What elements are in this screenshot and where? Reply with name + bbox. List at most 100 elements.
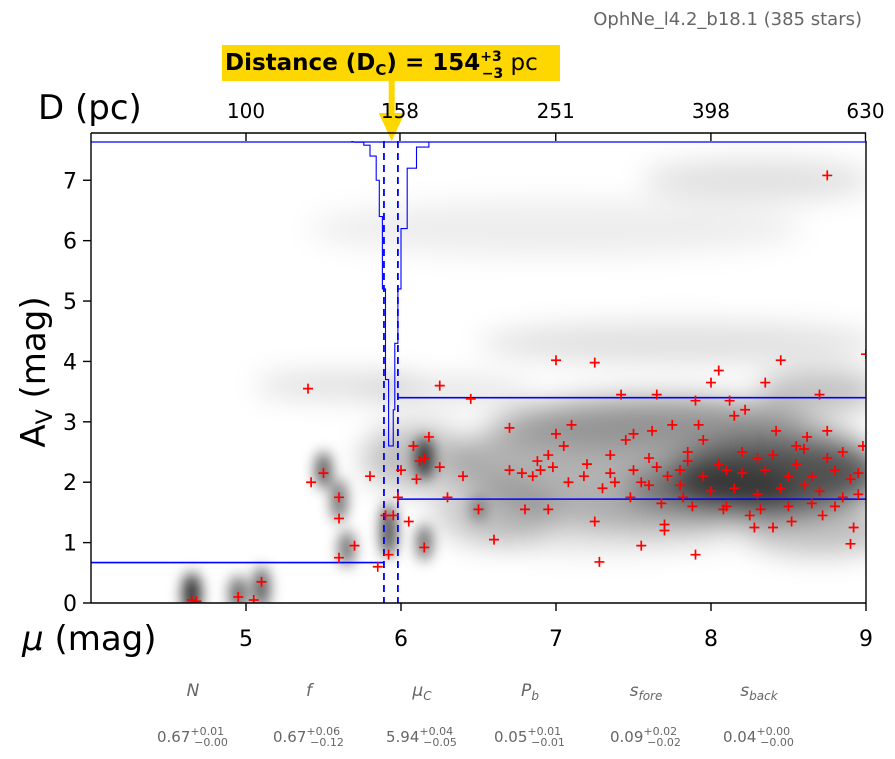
star-point xyxy=(799,444,809,454)
param-name: sback xyxy=(740,681,778,703)
star-point xyxy=(687,501,698,512)
star-point xyxy=(752,489,763,500)
star-point xyxy=(718,504,729,515)
star-point xyxy=(558,440,569,451)
star-points xyxy=(186,170,866,603)
star-point xyxy=(845,538,856,549)
star-point xyxy=(830,501,840,512)
param-symbol-sub: fore xyxy=(638,689,662,703)
y-axis-label-sub: V xyxy=(33,409,58,424)
star-point xyxy=(597,483,608,494)
star-point xyxy=(651,389,662,400)
star-point xyxy=(768,450,778,461)
star-point xyxy=(814,389,825,400)
star-point xyxy=(690,395,701,406)
param-value: 0.67+0.06 −0.12 xyxy=(273,725,344,749)
star-point xyxy=(837,492,848,503)
param-err-plus: +0.01 xyxy=(190,725,224,738)
y-axis: 0 1 2 3 4 5 6 7 xyxy=(63,169,91,617)
star-point xyxy=(535,465,546,476)
param-name: N xyxy=(187,681,200,701)
star-point xyxy=(698,471,709,482)
y-axis-label-unit: (mag) xyxy=(14,296,54,409)
param-name: sfore xyxy=(630,681,663,703)
y-tick-label: 7 xyxy=(63,169,77,194)
star-point xyxy=(822,170,833,181)
star-point xyxy=(656,498,667,509)
star-point xyxy=(609,477,620,488)
star-point xyxy=(582,459,592,470)
star-point xyxy=(594,556,605,567)
star-point xyxy=(636,477,647,488)
star-point xyxy=(729,410,740,421)
star-point xyxy=(473,504,484,515)
star-point xyxy=(388,510,399,521)
star-point xyxy=(729,483,740,494)
star-point xyxy=(752,453,763,464)
top-tick-label: 398 xyxy=(692,99,730,123)
param-err-minus: −0.00 xyxy=(760,736,794,749)
param-name: f xyxy=(306,681,315,701)
param-value: 0.05+0.01 −0.01 xyxy=(494,725,565,749)
arrow-shaft xyxy=(388,81,395,114)
star-point xyxy=(737,468,747,479)
y-tick-label: 4 xyxy=(63,350,77,375)
star-point xyxy=(383,549,394,560)
param-value-main: 0.09 xyxy=(610,728,643,746)
star-point xyxy=(334,492,344,503)
star-point xyxy=(616,389,627,400)
star-point xyxy=(675,465,685,476)
density-cluster xyxy=(182,572,202,603)
param-err-minus: −0.12 xyxy=(310,736,344,749)
density-cloud xyxy=(362,379,533,404)
star-point xyxy=(551,355,561,366)
y-axis-label: AV (mag) xyxy=(14,296,58,447)
star-point xyxy=(678,492,689,503)
star-point xyxy=(853,489,864,500)
x-axis-label: μ (mag) xyxy=(21,619,157,659)
star-point xyxy=(334,513,344,524)
x-tick-label: 6 xyxy=(394,627,408,652)
star-point xyxy=(625,492,636,503)
star-point xyxy=(647,425,658,436)
header-title: OphNe_l4.2_b18.1 (385 stars) xyxy=(593,9,862,30)
star-point xyxy=(186,594,197,603)
star-point xyxy=(465,393,476,404)
param-symbol: s xyxy=(630,681,639,701)
star-point xyxy=(434,462,445,473)
star-point xyxy=(802,431,813,442)
star-point xyxy=(760,465,771,476)
star-point xyxy=(744,510,755,521)
density-background xyxy=(182,159,866,603)
star-point xyxy=(532,456,543,467)
star-point xyxy=(334,552,344,563)
param-err-minus: −0.05 xyxy=(423,736,457,749)
param-symbol: N xyxy=(187,681,200,701)
star-point xyxy=(799,480,809,491)
top-tick-label: 158 xyxy=(381,99,419,123)
x-tick-label: 8 xyxy=(704,627,718,652)
star-point xyxy=(589,357,600,368)
star-point xyxy=(845,474,856,485)
arrow-head xyxy=(378,113,405,141)
star-point xyxy=(551,428,561,439)
param-value: 0.09+0.02 −0.02 xyxy=(610,725,681,749)
star-point xyxy=(760,377,771,388)
star-point xyxy=(318,468,329,479)
star-point xyxy=(737,447,747,458)
star-point xyxy=(775,355,786,366)
star-point xyxy=(605,450,616,461)
y-tick-label: 2 xyxy=(63,471,77,496)
param-value: 0.67+0.01 −0.00 xyxy=(157,725,228,749)
star-point xyxy=(644,453,654,464)
star-point xyxy=(434,380,445,391)
star-point xyxy=(605,468,616,479)
star-point xyxy=(786,516,797,527)
param-name: Pb xyxy=(521,681,539,703)
x-axis: 5 6 7 8 9 xyxy=(239,603,873,652)
star-point xyxy=(775,483,786,494)
param-err-plus: +0.01 xyxy=(527,725,561,738)
star-point xyxy=(783,501,794,512)
param-symbol-sub: C xyxy=(423,689,432,703)
star-point xyxy=(713,365,724,376)
